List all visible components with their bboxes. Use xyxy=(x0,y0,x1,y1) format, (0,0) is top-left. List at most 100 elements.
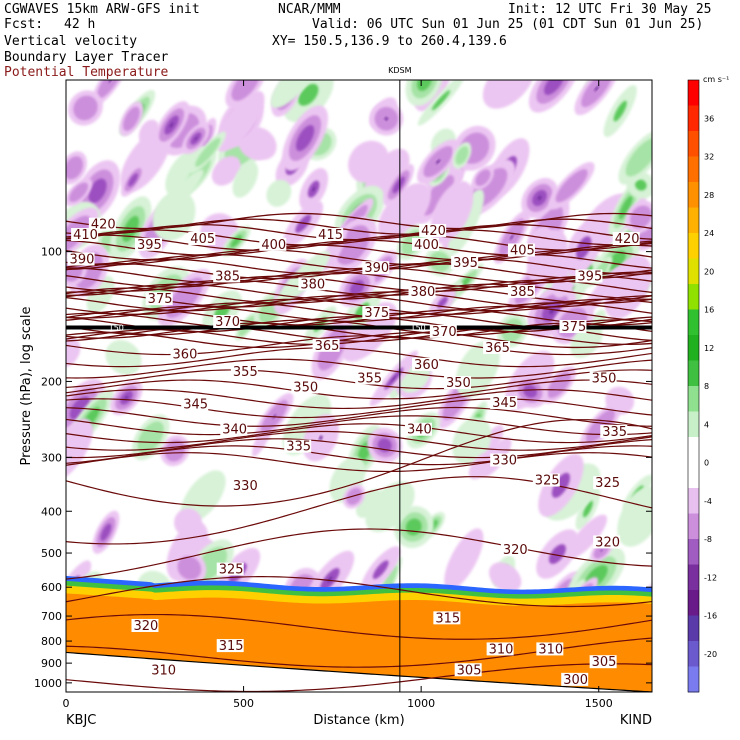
downdraft-region xyxy=(437,296,448,309)
forecast-label: Fcst: xyxy=(4,17,44,32)
theta-label-bg xyxy=(507,284,535,298)
field-potential-temperature: Potential Temperature xyxy=(4,65,169,80)
theta-label: 380 xyxy=(410,285,435,300)
downdraft-region xyxy=(547,371,571,399)
valid-time: Valid: 06 UTC Sun 01 Jun 25 (01 CDT Sun … xyxy=(312,17,704,32)
theta-label: 355 xyxy=(357,371,382,386)
colorbar-tick-label: 12 xyxy=(704,344,714,353)
theta-label: 420 xyxy=(421,224,446,239)
theta-label-bg xyxy=(429,324,457,338)
org-label: NCAR/MMM xyxy=(278,2,341,17)
colorbar-swatch xyxy=(688,105,699,132)
colorbar-swatch xyxy=(688,513,699,540)
theta-contour xyxy=(66,279,652,296)
theta-label-bg xyxy=(71,228,99,242)
downdraft-region xyxy=(488,562,522,593)
theta-label: 345 xyxy=(492,396,517,411)
theta-label: 420 xyxy=(615,232,640,247)
theta-label-bg xyxy=(408,284,436,298)
y-tick-label: 300 xyxy=(41,451,62,464)
theta-contour xyxy=(66,528,652,580)
colorbar-tick-label: -8 xyxy=(704,535,712,544)
downdraft-region xyxy=(164,439,186,462)
theta-label: 315 xyxy=(435,611,460,626)
updraft-region xyxy=(431,90,451,111)
theta-label-bg xyxy=(213,269,241,283)
theta-contour xyxy=(66,613,652,640)
y-axis-label: Pressure (hPa), log scale xyxy=(19,307,34,466)
downdraft-region xyxy=(318,435,323,441)
downdraft-region xyxy=(548,544,566,564)
downdraft-region xyxy=(128,173,139,187)
theta-label: 395 xyxy=(577,269,602,284)
updraft-region xyxy=(625,137,652,177)
theta-label-bg xyxy=(213,315,241,329)
colorbar: -20 -16 -12 -8 -4 0 4 8 12 16 20 24 28 32 36 xyxy=(687,79,717,693)
theta-contour xyxy=(66,249,652,266)
field-vertical-velocity: Vertical velocity xyxy=(4,34,138,49)
theta-contour xyxy=(66,239,652,256)
theta-label: 375 xyxy=(148,292,173,307)
updraft-region xyxy=(613,100,627,122)
theta-label: 360 xyxy=(173,347,198,362)
colorbar-swatch xyxy=(688,666,699,693)
y-tick-label: 800 xyxy=(41,635,62,648)
theta-contour xyxy=(66,389,652,410)
theta-contour xyxy=(66,347,652,368)
colorbar-swatch xyxy=(688,488,699,514)
theta-label: 365 xyxy=(485,341,510,356)
theta-label-bg xyxy=(500,543,528,557)
downdraft-region xyxy=(169,122,174,128)
colorbar-swatch xyxy=(688,258,699,285)
y-axis: 100 200 300 400 500 600 700 800 900 1000 xyxy=(34,246,652,690)
downdraft-region xyxy=(177,556,202,580)
updraft-region xyxy=(195,137,221,167)
colorbar-tick-label: -16 xyxy=(704,612,717,621)
y-tick-label: 900 xyxy=(41,657,62,670)
theta-label: 360 xyxy=(414,358,439,373)
theta-label-bg xyxy=(181,397,209,411)
theta-contour xyxy=(66,309,652,326)
theta-label-bg xyxy=(559,320,587,334)
downdraft-region xyxy=(312,187,316,192)
theta-label-bg xyxy=(483,340,511,354)
downdraft-region xyxy=(69,182,89,202)
colorbar-swatch xyxy=(688,590,699,616)
colorbar-tick-label: 8 xyxy=(704,382,709,391)
theta-contour xyxy=(66,322,652,339)
updraft-region xyxy=(137,421,164,454)
theta-label-bg xyxy=(170,347,198,361)
colorbar-swatch xyxy=(688,615,699,642)
theta-label: 300 xyxy=(474,701,499,716)
downdraft-region xyxy=(100,523,112,541)
colorbar-swatch xyxy=(688,233,699,259)
theta-label-bg xyxy=(561,672,589,686)
theta-label-bg xyxy=(259,237,287,251)
theta-label: 320 xyxy=(503,543,528,558)
x-axis: 0 500 1000 1500 xyxy=(63,80,613,710)
y-tick-label: 600 xyxy=(41,581,62,594)
theta-label: 325 xyxy=(595,476,620,491)
downdraft-region xyxy=(123,106,140,132)
updraft-region xyxy=(635,179,647,191)
theta-label: 400 xyxy=(414,238,439,253)
theta-label-bg xyxy=(145,292,173,306)
theta-label-bg xyxy=(451,256,479,270)
theta-contour xyxy=(66,398,652,419)
ground-line xyxy=(66,651,652,692)
theta-label: 330 xyxy=(492,454,517,469)
x-tick-label: 1000 xyxy=(407,697,435,710)
x-tick-label: 1500 xyxy=(585,697,613,710)
downdraft-region xyxy=(377,183,431,241)
theta-label: 305 xyxy=(592,655,617,670)
theta-contour xyxy=(66,218,652,235)
colorbar-unit: cm s⁻¹ xyxy=(703,75,729,84)
colorbar-tick-label: 16 xyxy=(704,306,714,315)
theta-contour xyxy=(66,423,652,444)
theta-contour xyxy=(66,358,652,379)
colorbar-swatch xyxy=(688,411,699,438)
theta-label-bg xyxy=(454,663,482,677)
theta-label-bg xyxy=(419,223,447,237)
theta-label-bg xyxy=(486,642,514,656)
theta-label: 350 xyxy=(446,376,471,391)
